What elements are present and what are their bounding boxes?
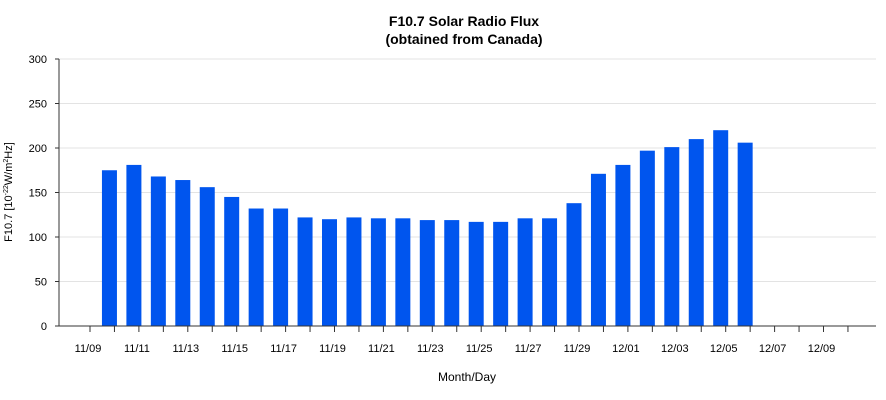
y-tick-label: 200	[29, 143, 47, 155]
bar	[737, 142, 753, 326]
x-tick-label: 11/15	[221, 343, 248, 355]
x-tick-label: 12/05	[710, 343, 738, 355]
bar	[713, 130, 729, 326]
chart-subtitle: (obtained from Canada)	[385, 31, 542, 47]
bar	[126, 164, 142, 326]
y-tick-label: 0	[41, 321, 47, 333]
x-tick-label: 11/09	[75, 343, 102, 355]
bar	[688, 139, 704, 326]
bar	[150, 176, 166, 326]
bar	[101, 170, 117, 326]
bar	[444, 220, 460, 326]
bar	[273, 208, 289, 326]
bar	[542, 218, 558, 326]
y-tick-label: 100	[29, 232, 47, 244]
bar	[346, 217, 362, 326]
bar	[199, 187, 215, 326]
x-axis-label: Month/Day	[438, 370, 496, 384]
x-tick-label: 11/27	[515, 343, 542, 355]
bar	[615, 164, 631, 326]
x-tick-label: 11/19	[319, 343, 346, 355]
bar	[395, 218, 411, 326]
x-tick-label: 12/01	[612, 343, 640, 355]
bar	[493, 221, 509, 326]
y-tick-label: 300	[29, 54, 47, 66]
y-tick-label: 150	[29, 188, 47, 200]
x-tick-label: 12/07	[759, 343, 787, 355]
bar	[248, 208, 264, 326]
x-tick-label: 11/25	[466, 343, 493, 355]
bar	[468, 221, 484, 326]
bar	[175, 180, 191, 326]
x-tick-label: 11/21	[368, 343, 395, 355]
bar	[297, 217, 313, 326]
x-tick-label: 11/17	[270, 343, 297, 355]
bar	[419, 220, 435, 326]
x-tick-label: 12/09	[808, 343, 836, 355]
bar	[590, 173, 606, 326]
bar	[322, 219, 337, 326]
y-tick-label: 250	[29, 99, 47, 111]
x-tick-label: 11/29	[564, 343, 591, 355]
x-tick-label: 11/13	[172, 343, 199, 355]
y-axis-label: F10.7 [10-22W/m2Hz]	[3, 142, 15, 242]
bar	[639, 150, 655, 326]
bar	[370, 218, 386, 326]
bar	[566, 203, 582, 326]
bar	[664, 147, 680, 326]
bar	[517, 218, 533, 326]
x-tick-label: 12/03	[661, 343, 689, 355]
chart-title: F10.7 Solar Radio Flux	[389, 13, 539, 29]
x-tick-label: 11/23	[417, 343, 444, 355]
bar	[224, 196, 240, 326]
y-tick-label: 50	[35, 277, 47, 289]
x-tick-label: 11/11	[124, 343, 150, 355]
